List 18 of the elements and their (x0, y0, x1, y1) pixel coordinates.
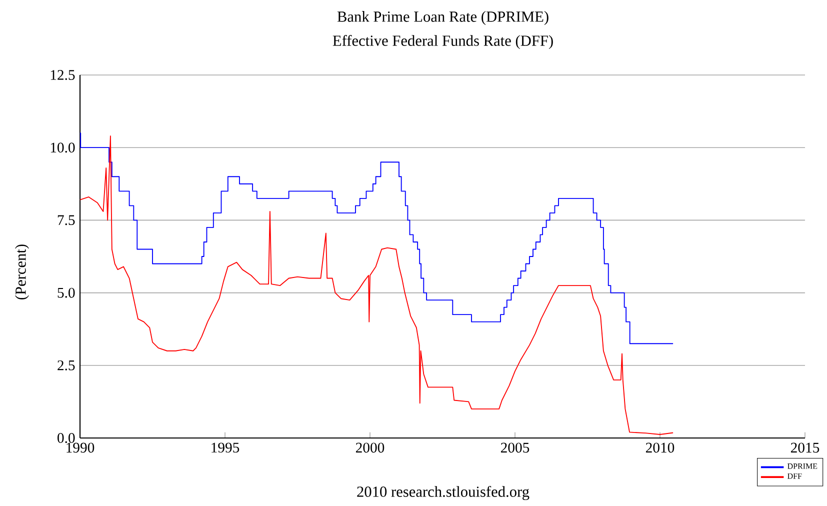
legend-label: DFF (788, 473, 802, 479)
x-tick-label: 2005 (500, 442, 530, 453)
x-tick-label: 1995 (212, 442, 240, 453)
x-tick-label: 2000 (356, 442, 384, 453)
y-tick-label: 7.5 (58, 215, 75, 226)
y-tick-label: 10.0 (50, 142, 75, 153)
chart-title: Bank Prime Loan Rate (DPRIME) (337, 11, 548, 25)
x-tick-label: 2010 (646, 442, 674, 453)
y-tick-label: 2.5 (58, 360, 75, 370)
y-axis-title: (Percent) (15, 244, 29, 300)
legend-label: DPRIME (788, 464, 818, 469)
y-tick-label: 12.5 (50, 70, 75, 80)
x-tick-label: 1990 (66, 442, 94, 453)
x-tick-label: 2015 (790, 442, 820, 453)
y-tick-label: 5.0 (58, 288, 75, 298)
chart-subtitle: Effective Federal Funds Rate (DFF) (332, 34, 553, 50)
y-tick-label: 0.0 (58, 433, 75, 443)
text: 2010 research.stlouisfed.org (357, 486, 530, 500)
